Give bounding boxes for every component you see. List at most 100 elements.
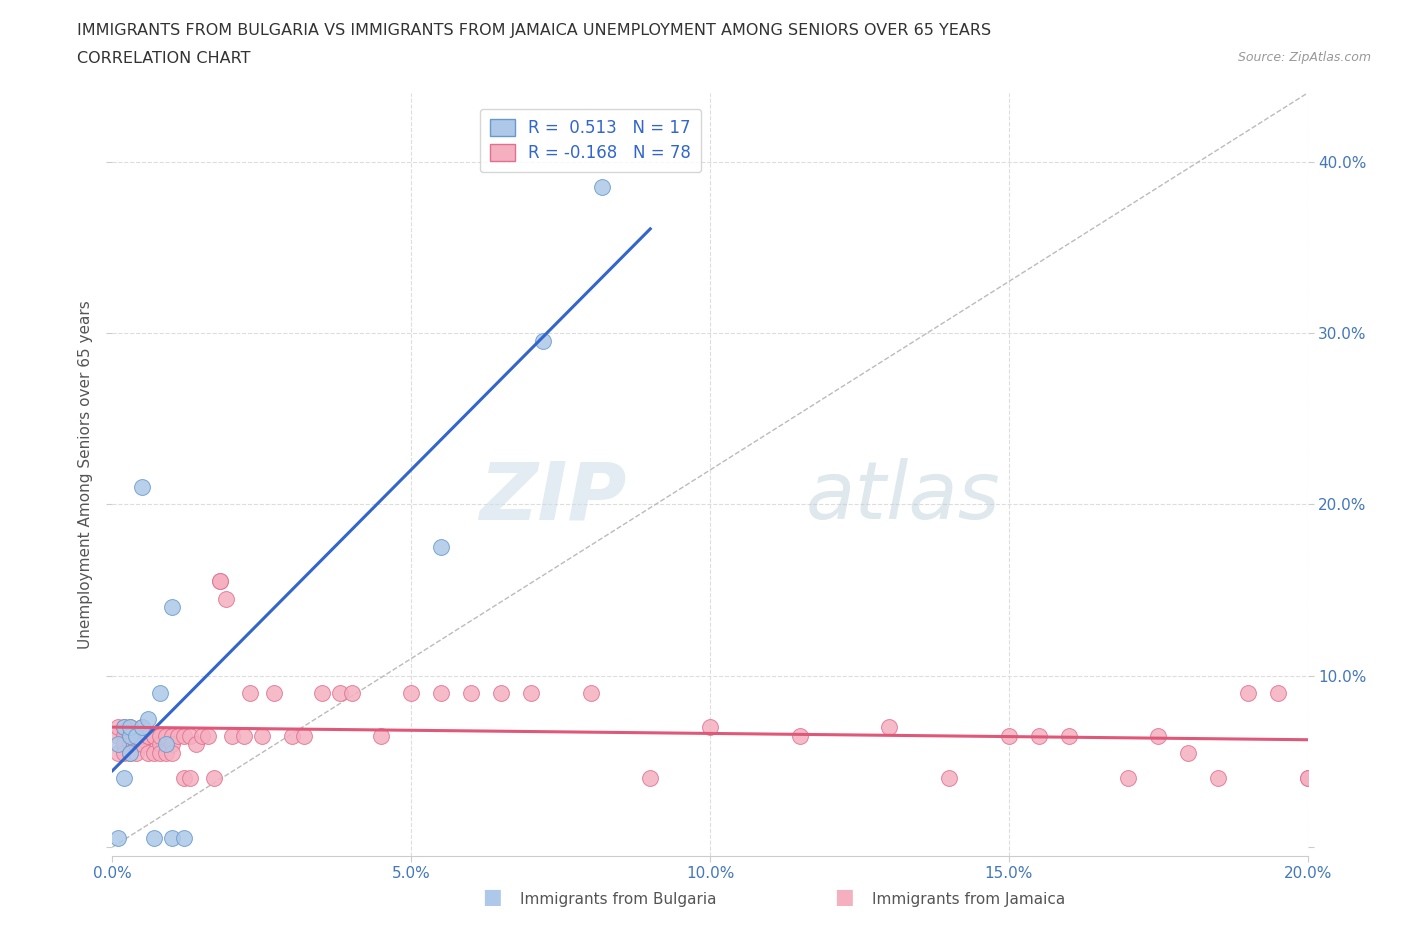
Point	[250, 728, 273, 743]
Point	[1267, 685, 1289, 700]
Point	[179, 771, 201, 786]
Point	[221, 728, 243, 743]
Point	[120, 728, 142, 743]
Point	[173, 728, 195, 743]
Point	[531, 334, 554, 349]
Point	[138, 711, 160, 726]
Point	[1237, 685, 1260, 700]
Point	[938, 771, 960, 786]
Point	[209, 574, 232, 589]
Point	[114, 720, 135, 735]
Point	[125, 737, 148, 751]
Point	[125, 728, 148, 743]
Point	[107, 737, 129, 751]
Point	[186, 737, 208, 751]
Text: ZIP: ZIP	[479, 458, 627, 537]
Point	[640, 771, 662, 786]
Text: Immigrants from Jamaica: Immigrants from Jamaica	[872, 892, 1064, 907]
Point	[149, 737, 172, 751]
Point	[1147, 728, 1170, 743]
Point	[120, 720, 142, 735]
Point	[998, 728, 1021, 743]
Point	[1177, 745, 1199, 760]
Point	[340, 685, 363, 700]
Point	[162, 745, 183, 760]
Point	[131, 720, 153, 735]
Point	[114, 720, 135, 735]
Text: ■: ■	[482, 886, 502, 907]
Text: Source: ZipAtlas.com: Source: ZipAtlas.com	[1237, 51, 1371, 64]
Point	[173, 831, 195, 846]
Point	[311, 685, 333, 700]
Point	[281, 728, 304, 743]
Point	[162, 737, 183, 751]
Legend: R =  0.513   N = 17, R = -0.168   N = 78: R = 0.513 N = 17, R = -0.168 N = 78	[479, 109, 702, 172]
Point	[107, 831, 129, 846]
Point	[143, 745, 166, 760]
Point	[263, 685, 285, 700]
Point	[155, 728, 177, 743]
Point	[131, 728, 153, 743]
Point	[138, 728, 160, 743]
Point	[149, 728, 172, 743]
Point	[162, 600, 183, 615]
Point	[114, 728, 135, 743]
Point	[120, 728, 142, 743]
Point	[162, 831, 183, 846]
Point	[879, 720, 901, 735]
Point	[143, 831, 166, 846]
Y-axis label: Unemployment Among Seniors over 65 years: Unemployment Among Seniors over 65 years	[79, 300, 93, 649]
Text: ■: ■	[834, 886, 853, 907]
Text: atlas: atlas	[806, 458, 1001, 537]
Point	[107, 720, 129, 735]
Point	[179, 728, 201, 743]
Point	[155, 737, 177, 751]
Point	[131, 720, 153, 735]
Text: Immigrants from Bulgaria: Immigrants from Bulgaria	[520, 892, 717, 907]
Point	[138, 745, 160, 760]
Point	[1057, 728, 1080, 743]
Point	[125, 728, 148, 743]
Point	[430, 685, 453, 700]
Point	[167, 728, 190, 743]
Point	[1206, 771, 1229, 786]
Point	[173, 771, 195, 786]
Text: IMMIGRANTS FROM BULGARIA VS IMMIGRANTS FROM JAMAICA UNEMPLOYMENT AMONG SENIORS O: IMMIGRANTS FROM BULGARIA VS IMMIGRANTS F…	[77, 23, 991, 38]
Point	[120, 720, 142, 735]
Point	[370, 728, 392, 743]
Point	[125, 745, 148, 760]
Point	[592, 179, 614, 194]
Point	[1296, 771, 1319, 786]
Point	[120, 728, 142, 743]
Point	[107, 728, 129, 743]
Point	[138, 728, 160, 743]
Point	[131, 480, 153, 495]
Point	[430, 539, 453, 554]
Point	[191, 728, 214, 743]
Point	[114, 745, 135, 760]
Point	[699, 720, 721, 735]
Point	[1118, 771, 1140, 786]
Point	[233, 728, 256, 743]
Point	[162, 728, 183, 743]
Point	[120, 737, 142, 751]
Point	[143, 728, 166, 743]
Point	[197, 728, 219, 743]
Point	[125, 728, 148, 743]
Point	[215, 591, 238, 606]
Point	[114, 771, 135, 786]
Point	[120, 745, 142, 760]
Point	[114, 737, 135, 751]
Point	[120, 745, 142, 760]
Point	[789, 728, 811, 743]
Point	[460, 685, 482, 700]
Point	[329, 685, 352, 700]
Text: CORRELATION CHART: CORRELATION CHART	[77, 51, 250, 66]
Point	[202, 771, 225, 786]
Point	[401, 685, 423, 700]
Point	[149, 685, 172, 700]
Point	[579, 685, 602, 700]
Point	[239, 685, 262, 700]
Point	[143, 728, 166, 743]
Point	[107, 745, 129, 760]
